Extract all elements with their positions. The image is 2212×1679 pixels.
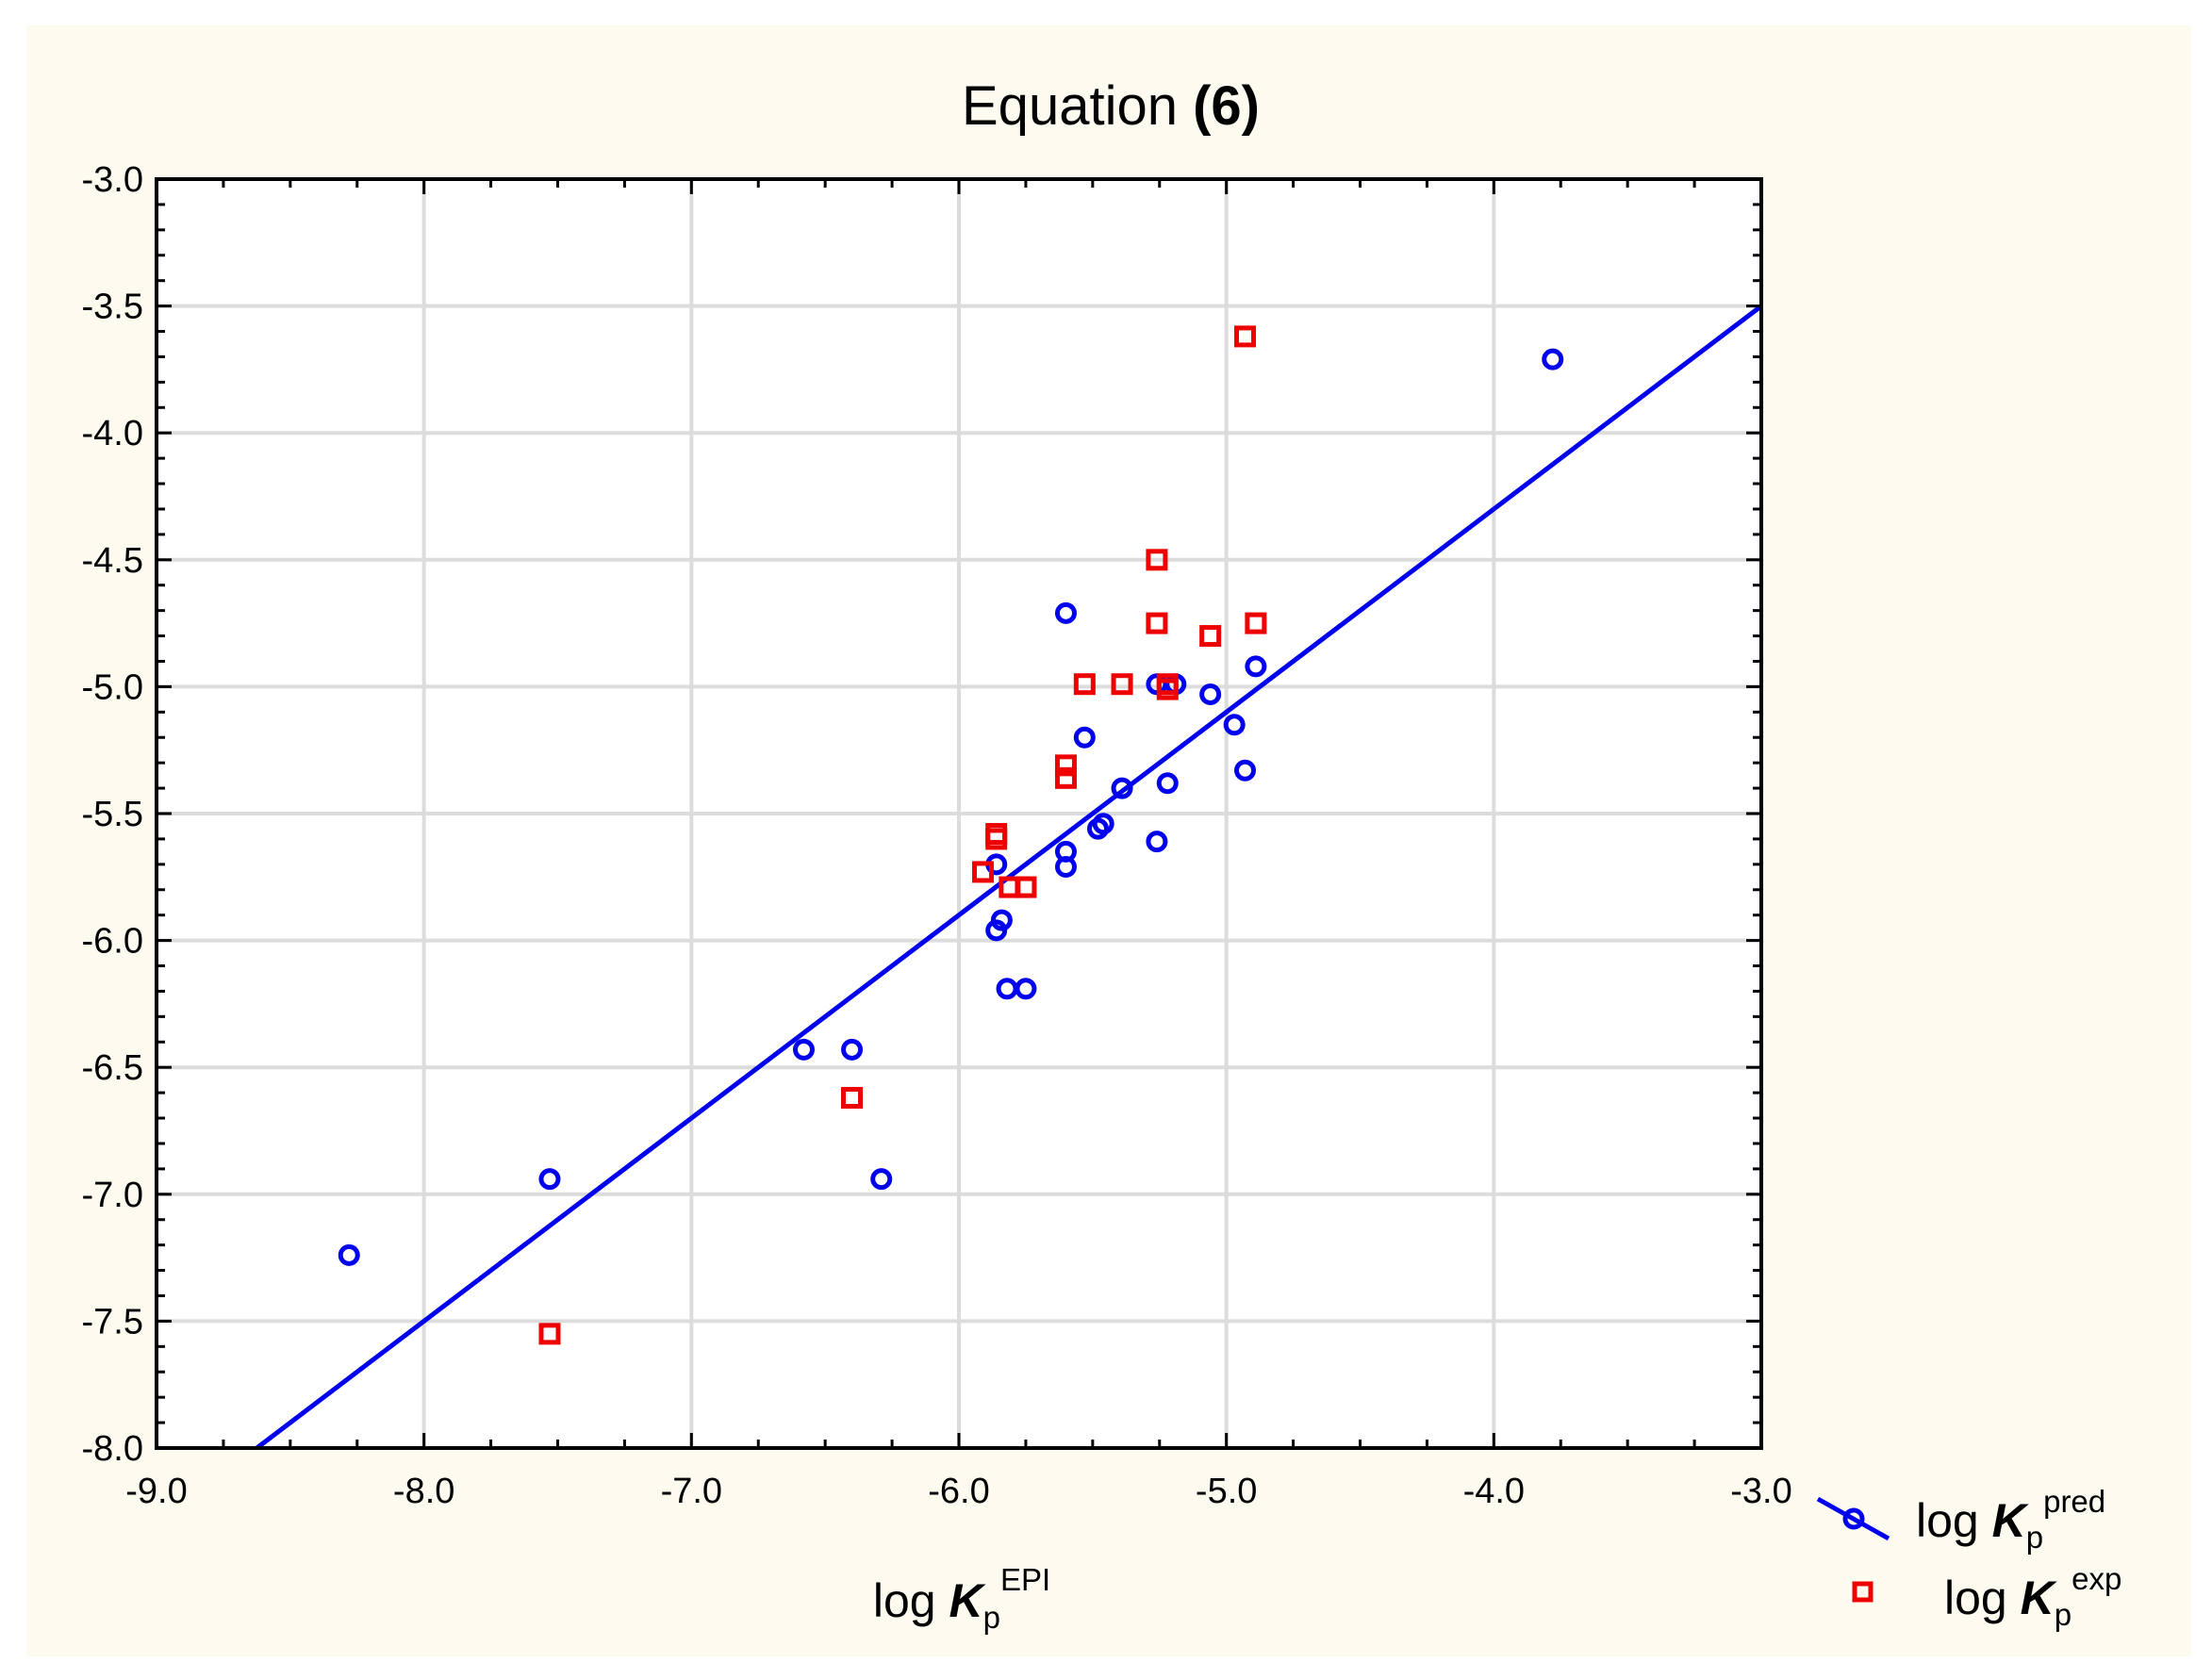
x-tick-label: -7.0: [661, 1472, 722, 1511]
x-tick-label: -6.0: [928, 1472, 989, 1511]
y-tick-label: -5.5: [82, 795, 143, 834]
legend-pred-sub: p: [2026, 1520, 2043, 1555]
point-exp: [1234, 325, 1257, 348]
point-pred: [1234, 759, 1257, 782]
point-exp: [1146, 549, 1168, 571]
point-pred: [1156, 772, 1179, 795]
data-points: [338, 325, 1564, 1345]
x-tick-label: -9.0: [125, 1472, 187, 1511]
x-tick-label: -4.0: [1463, 1472, 1525, 1511]
point-exp: [841, 1087, 864, 1110]
y-tick-label: -7.0: [82, 1176, 143, 1215]
point-pred: [1111, 777, 1133, 799]
point-exp: [1146, 612, 1168, 634]
legend-pred-sup: pred: [2043, 1484, 2105, 1519]
point-exp: [1054, 766, 1077, 789]
y-tick-label: -6.0: [82, 922, 143, 962]
point-pred: [1245, 655, 1267, 678]
legend-exp-sub: p: [2055, 1597, 2072, 1632]
point-exp: [1073, 673, 1096, 696]
legend-exp-var: K: [2021, 1572, 2058, 1624]
point-pred: [792, 1038, 815, 1061]
y-tick-label: -8.0: [82, 1429, 143, 1469]
point-exp: [1054, 754, 1077, 777]
title-text: Equation: [962, 75, 1193, 137]
point-pred: [1542, 348, 1564, 370]
point-pred: [538, 1168, 561, 1191]
legend: log Kppred log Kpexp: [1816, 1484, 2121, 1632]
y-tick-label: -6.5: [82, 1048, 143, 1088]
point-pred: [1054, 601, 1077, 624]
x-tick-label: -8.0: [393, 1472, 454, 1511]
x-axis-title-var: K: [949, 1574, 986, 1627]
chart-title: Equation (6): [962, 75, 1260, 137]
x-tick-label: -5.0: [1196, 1472, 1257, 1511]
point-exp: [972, 861, 995, 883]
point-exp: [1156, 678, 1179, 700]
x-axis-title-sub: p: [983, 1600, 1000, 1635]
point-exp: [985, 828, 1008, 850]
y-tick-label: -4.0: [82, 414, 143, 453]
point-pred: [338, 1243, 360, 1266]
point-exp: [538, 1323, 561, 1345]
y-tick-label: -7.5: [82, 1302, 143, 1342]
point-exp: [1245, 612, 1267, 634]
legend-marker-pred: [1842, 1507, 1865, 1530]
point-pred: [1146, 831, 1168, 853]
legend-label-exp: log Kpexp: [1944, 1561, 2121, 1632]
point-pred: [1073, 726, 1096, 749]
x-axis-title: log KpEPI: [873, 1562, 1050, 1635]
legend-exp-sup: exp: [2072, 1561, 2121, 1596]
x-axis-title-base: log: [873, 1574, 949, 1627]
x-axis-title-sup: EPI: [1000, 1562, 1050, 1597]
title-equation-number: (6): [1193, 75, 1260, 137]
point-pred: [841, 1038, 864, 1061]
y-tick-label: -4.5: [82, 541, 143, 581]
point-pred: [1015, 978, 1037, 1000]
point-exp: [1111, 673, 1133, 696]
point-pred: [870, 1168, 893, 1191]
y-tick-label: -3.5: [82, 288, 143, 327]
point-exp: [1015, 876, 1037, 898]
y-tick-label: -3.0: [82, 160, 143, 200]
legend-marker-exp: [1852, 1581, 1874, 1603]
legend-pred-base: log: [1916, 1494, 1992, 1547]
point-pred: [1092, 813, 1114, 835]
y-tick-label: -5.0: [82, 667, 143, 707]
tick-labels: -9.0 -8.0 -7.0 -6.0 -5.0 -4.0 -3.0-3.0-3.5-4.0…: [82, 160, 1792, 1511]
axis-ticks: [155, 177, 1763, 1450]
legend-pred-var: K: [1992, 1494, 2030, 1547]
point-exp: [1199, 625, 1222, 648]
x-tick-label: -3.0: [1730, 1472, 1791, 1511]
legend-line-pred: [1816, 1496, 1890, 1541]
grid: [155, 177, 1763, 1450]
point-pred: [1199, 683, 1222, 705]
legend-label-pred: log Kppred: [1916, 1484, 2105, 1555]
legend-exp-base: log: [1944, 1572, 2021, 1624]
point-pred: [1223, 714, 1246, 736]
point-pred: [1054, 856, 1077, 879]
point-pred: [990, 909, 1013, 931]
